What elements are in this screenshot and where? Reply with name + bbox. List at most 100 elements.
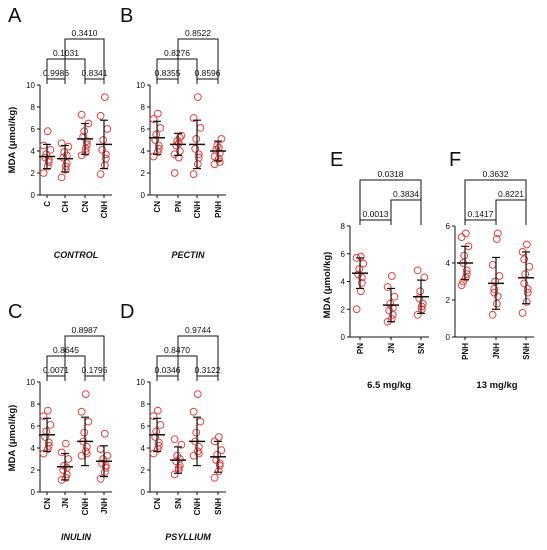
data-point — [523, 288, 532, 297]
p-value-label: 0.1795 — [82, 365, 108, 375]
data-point — [57, 448, 66, 457]
data-point — [61, 473, 70, 482]
data-point — [153, 406, 162, 415]
data-point — [44, 438, 53, 447]
comparison-bracket — [196, 375, 219, 381]
data-point — [189, 407, 198, 416]
x-tick-label: JN — [61, 498, 70, 508]
panel-title: INULIN — [61, 532, 91, 542]
x-tick-label: CN — [153, 498, 162, 510]
data-point — [39, 141, 48, 150]
p-value-label: 0.8221 — [498, 189, 524, 199]
y-tick-label: 4 — [31, 444, 36, 453]
data-point — [459, 277, 468, 286]
comparison-bracket — [177, 335, 219, 381]
y-tick-label: 0 — [141, 488, 146, 497]
x-tick-label: SNH — [522, 343, 531, 360]
y-axis-label: MDA (μmol/kg) — [322, 252, 333, 319]
data-point — [43, 127, 52, 136]
data-point — [457, 233, 466, 242]
data-point — [210, 152, 219, 161]
data-point — [352, 305, 361, 314]
y-tick-label: 6 — [446, 222, 451, 231]
data-point — [39, 449, 48, 458]
data-point — [214, 467, 223, 476]
data-point — [81, 144, 90, 153]
data-point — [214, 154, 223, 163]
x-tick-label: CNH — [193, 498, 202, 516]
x-tick-label: JNH — [100, 498, 109, 514]
data-point — [57, 139, 66, 148]
x-tick-label: CN — [43, 498, 52, 510]
y-tick-label: 2 — [31, 466, 36, 475]
panel-f: F 0 2 4 6 PNH JNH SNH 0.1417 0.8221 0.3632 13 mg/kg — [446, 149, 534, 391]
data-point — [100, 93, 109, 101]
data-point — [44, 441, 53, 450]
data-point — [103, 125, 112, 133]
data-point — [153, 109, 162, 118]
panel-letter: F — [449, 149, 461, 171]
x-tick-label: JNH — [492, 343, 501, 359]
data-point — [390, 292, 399, 301]
data-point — [462, 266, 471, 275]
data-point — [64, 142, 73, 151]
data-point — [491, 277, 500, 286]
p-value-label: 0.3410 — [72, 28, 98, 38]
x-tick-label: PNH — [214, 201, 223, 218]
data-point — [99, 136, 108, 144]
data-point — [194, 153, 203, 162]
comparison-bracket — [196, 78, 219, 84]
comparison-bracket — [464, 219, 497, 225]
p-value-label: 0.0013 — [363, 209, 389, 219]
data-point — [359, 259, 368, 268]
data-point — [189, 114, 198, 122]
data-point — [488, 260, 497, 269]
data-point — [387, 272, 396, 280]
data-point — [490, 288, 499, 297]
data-point — [355, 265, 364, 273]
y-axis-label: MDA (μmol/kg) — [7, 107, 18, 174]
comparison-bracket — [156, 355, 198, 381]
data-point — [170, 470, 179, 479]
panel-title: CONTROL — [54, 250, 99, 260]
data-point — [172, 141, 181, 150]
data-point — [413, 266, 422, 275]
y-tick-label: 4 — [141, 147, 146, 156]
y-tick-label: 10 — [26, 378, 35, 387]
data-point — [523, 285, 532, 293]
p-value-label: 0.0071 — [43, 365, 69, 375]
comparison-bracket — [64, 335, 105, 381]
panel-title: PSYLLIUM — [165, 532, 211, 542]
panel-letter: E — [330, 149, 343, 171]
data-point — [357, 273, 366, 282]
data-point — [196, 124, 205, 132]
y-tick-label: 10 — [136, 81, 145, 90]
data-point — [520, 279, 529, 288]
p-value-label: 0.9986 — [43, 68, 69, 78]
comparison-bracket — [46, 355, 86, 381]
y-tick-label: 2 — [141, 466, 146, 475]
y-tick-label: 8 — [341, 222, 346, 231]
data-point — [77, 110, 86, 119]
p-value-label: 0.8276 — [164, 48, 190, 58]
x-tick-label: CNH — [100, 201, 109, 219]
comparison-bracket — [177, 38, 219, 84]
x-tick-label: CNH — [193, 201, 202, 219]
data-point — [174, 139, 183, 148]
data-point — [457, 281, 466, 290]
data-point — [81, 390, 90, 399]
data-point — [39, 412, 48, 421]
data-point — [154, 438, 163, 447]
data-point — [461, 229, 470, 238]
data-point — [492, 235, 501, 243]
data-point — [488, 310, 497, 319]
data-point — [213, 141, 222, 150]
data-point — [96, 445, 105, 454]
p-value-label: 0.8522 — [185, 28, 211, 38]
data-point — [417, 302, 426, 311]
comparison-bracket — [390, 199, 422, 225]
data-point — [492, 299, 501, 308]
comparison-bracket — [46, 58, 86, 84]
comparison-bracket — [464, 179, 527, 225]
data-point — [522, 297, 531, 306]
